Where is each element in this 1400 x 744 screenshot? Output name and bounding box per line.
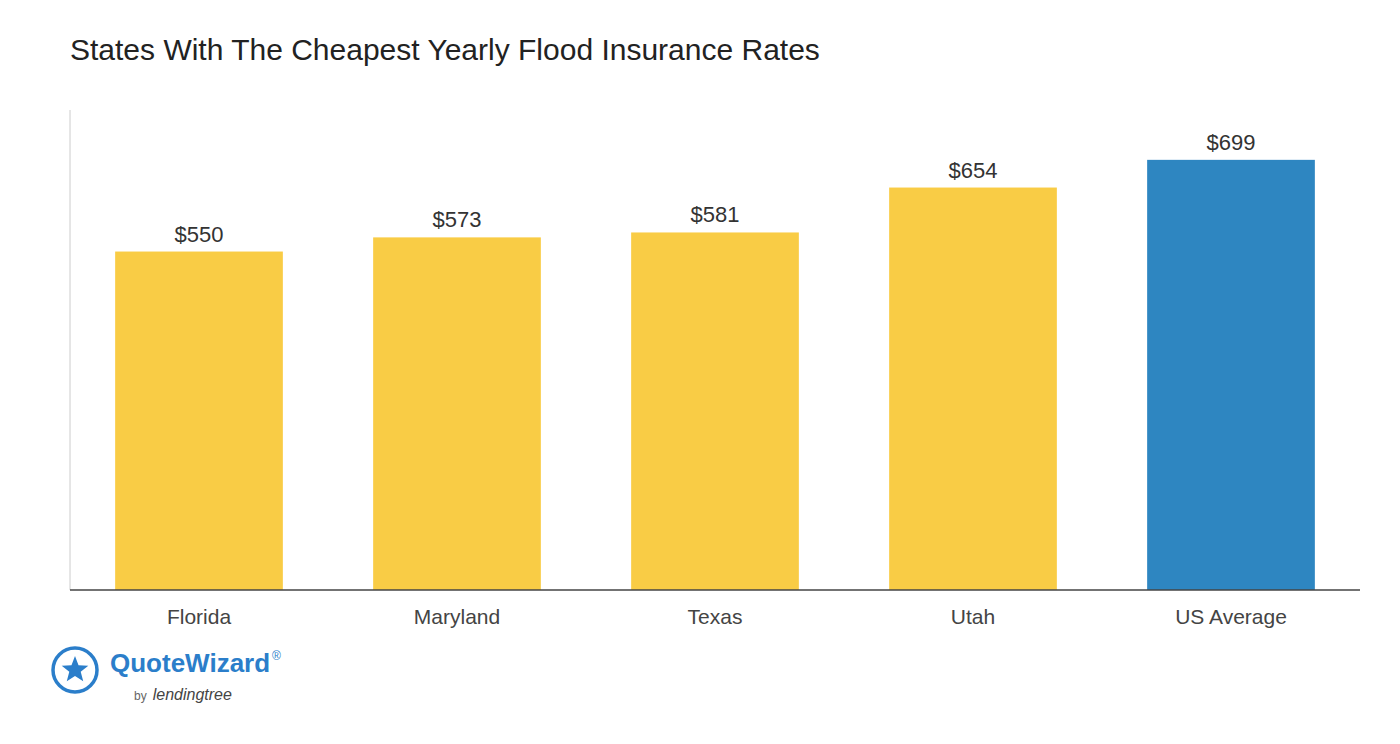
x-tick-label: Utah <box>951 605 995 628</box>
x-tick-label: US Average <box>1175 605 1287 628</box>
annotation: lendingtree <box>153 686 232 703</box>
chart: States With The Cheapest Yearly Flood In… <box>0 0 1400 744</box>
bar <box>631 232 799 590</box>
bar <box>1147 160 1315 590</box>
bar <box>115 252 283 590</box>
bar <box>373 237 541 590</box>
annotation: ® <box>272 649 281 663</box>
annotation: QuoteWizard <box>110 648 270 678</box>
data-label: $581 <box>691 202 740 227</box>
x-tick-label: Florida <box>167 605 232 628</box>
data-label: $550 <box>175 222 224 247</box>
data-label: $573 <box>433 207 482 232</box>
title: States With The Cheapest Yearly Flood In… <box>70 33 820 66</box>
logo-star <box>62 656 89 681</box>
bar <box>889 188 1057 590</box>
x-axis-line <box>70 589 1360 591</box>
x-tick-label: Texas <box>688 605 743 628</box>
annotation: by <box>134 689 147 703</box>
y-axis-line <box>70 110 71 590</box>
data-label: $654 <box>949 158 998 183</box>
bars <box>115 160 1315 590</box>
logo-circle <box>53 648 97 692</box>
data-label: $699 <box>1207 130 1256 155</box>
x-tick-label: Maryland <box>414 605 500 628</box>
